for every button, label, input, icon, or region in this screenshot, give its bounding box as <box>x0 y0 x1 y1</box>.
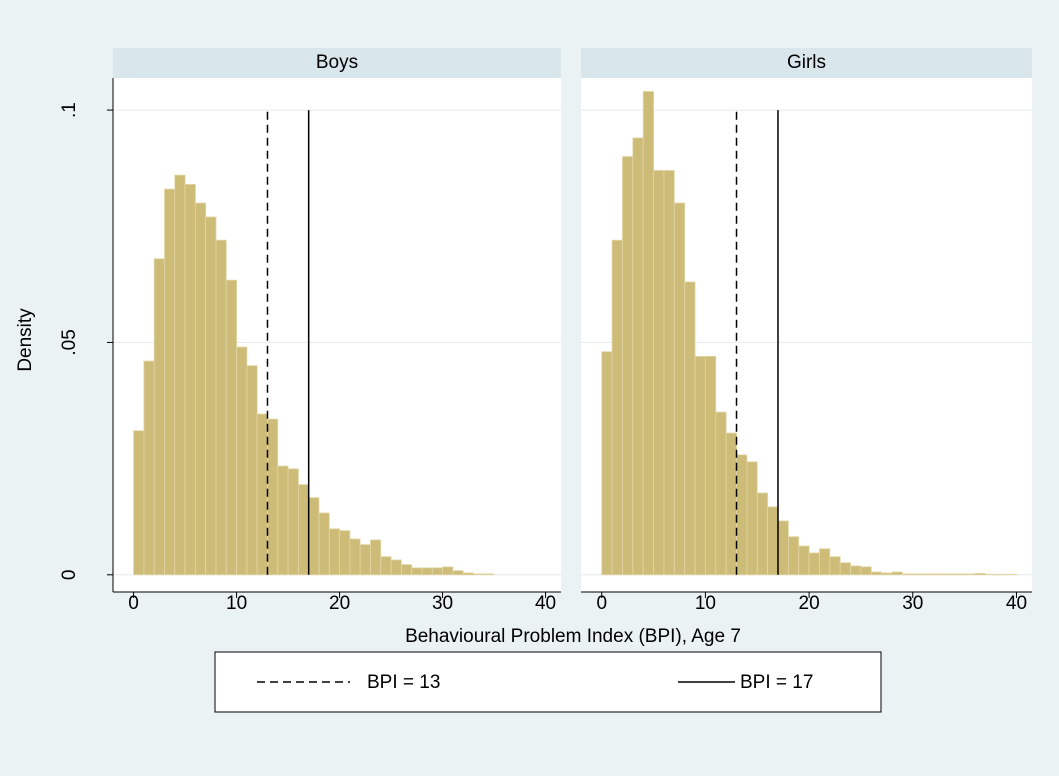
x-tick-label: 10 <box>226 593 247 614</box>
bar <box>685 282 695 575</box>
bar <box>473 574 483 575</box>
x-tick-label: 20 <box>329 593 350 614</box>
bar <box>432 568 442 575</box>
bar <box>674 203 684 575</box>
bar <box>360 545 370 575</box>
bar <box>965 574 975 575</box>
bar <box>934 574 944 575</box>
bar <box>975 573 985 574</box>
bar <box>664 170 674 574</box>
x-tick-label: 40 <box>1006 593 1027 614</box>
bar <box>778 521 788 575</box>
x-tick-label: 10 <box>695 593 716 614</box>
bar <box>851 566 861 575</box>
bar <box>350 539 360 575</box>
bar <box>819 549 829 575</box>
bar <box>381 557 391 575</box>
bar <box>247 366 257 575</box>
bar <box>463 573 473 575</box>
y-tick-label: 0 <box>59 570 80 581</box>
bar <box>892 572 902 575</box>
bar <box>237 347 247 575</box>
bar <box>216 240 226 575</box>
bar <box>654 170 664 574</box>
x-axis-label: Behavioural Problem Index (BPI), Age 7 <box>405 626 741 647</box>
bar <box>705 356 715 574</box>
bar <box>602 352 612 575</box>
bar <box>944 574 954 575</box>
bar <box>144 361 154 575</box>
panel-title: Girls <box>787 52 826 73</box>
bar <box>278 466 288 575</box>
bar <box>370 540 380 575</box>
bar <box>175 175 185 575</box>
bar <box>185 184 195 574</box>
bar <box>401 565 411 575</box>
bar <box>298 485 308 575</box>
x-tick-label: 30 <box>432 593 453 614</box>
bar <box>164 189 174 575</box>
bar <box>768 507 778 575</box>
bar <box>923 574 933 575</box>
bar <box>622 157 632 575</box>
x-tick-label: 0 <box>596 593 607 614</box>
bar <box>954 574 964 575</box>
bar <box>612 240 622 575</box>
bar <box>633 138 643 575</box>
bar <box>737 455 747 575</box>
bar <box>195 203 205 575</box>
bar <box>830 557 840 575</box>
x-tick-label: 20 <box>799 593 820 614</box>
panel-title: Boys <box>316 52 358 73</box>
bar <box>412 568 422 575</box>
bar <box>788 537 798 575</box>
y-tick-label: .1 <box>59 102 80 118</box>
bar <box>288 469 298 575</box>
bar <box>799 546 809 575</box>
bar <box>267 419 277 575</box>
bar <box>484 574 494 575</box>
bar <box>882 573 892 575</box>
bar <box>206 217 216 575</box>
bar <box>757 493 767 575</box>
bar <box>695 356 705 574</box>
x-tick-label: 40 <box>535 593 556 614</box>
bar <box>726 433 736 575</box>
legend-label: BPI = 13 <box>367 672 440 693</box>
bar <box>861 567 871 575</box>
bar <box>309 498 319 575</box>
bar <box>902 574 912 575</box>
bar <box>340 531 350 575</box>
bar <box>329 529 339 575</box>
bar <box>643 91 653 574</box>
bar <box>716 412 726 575</box>
bar <box>226 280 236 575</box>
bar <box>319 513 329 575</box>
bar <box>257 414 267 575</box>
bar <box>871 572 881 575</box>
bar <box>913 574 923 575</box>
bar <box>809 553 819 575</box>
bar <box>154 259 164 575</box>
bar <box>422 568 432 575</box>
bar <box>443 567 453 575</box>
bar <box>747 462 757 575</box>
legend-label: BPI = 17 <box>740 672 813 693</box>
y-axis-label: Density <box>15 308 36 372</box>
bar <box>134 431 144 575</box>
bar <box>453 571 463 575</box>
x-tick-label: 0 <box>128 593 139 614</box>
bar <box>391 560 401 575</box>
bar <box>840 563 850 575</box>
y-tick-label: .05 <box>59 329 80 355</box>
x-tick-label: 30 <box>902 593 923 614</box>
